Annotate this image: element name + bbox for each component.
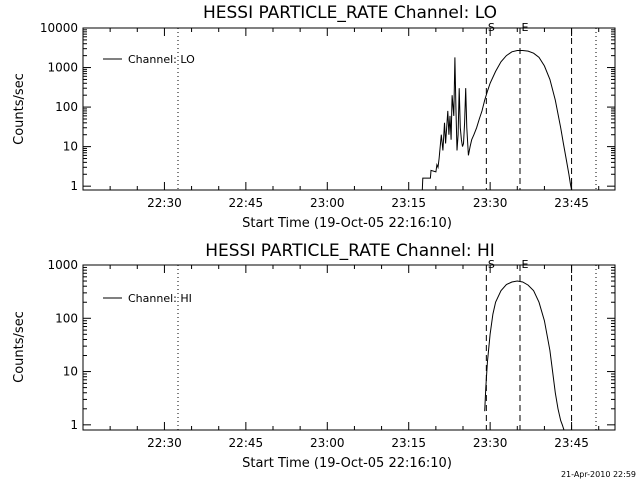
x-tick-label: 23:30 xyxy=(473,436,508,450)
y-tick-label: 1 xyxy=(70,418,78,432)
x-tick-label: 23:45 xyxy=(554,196,589,210)
x-tick-label: 23:15 xyxy=(391,436,426,450)
legend-label: Channel: LO xyxy=(128,53,195,66)
y-tick-label: 10 xyxy=(63,140,78,154)
generated-timestamp: 21-Apr-2010 22:59 xyxy=(561,470,636,479)
marker-label: E xyxy=(522,258,529,271)
x-tick-label: 23:45 xyxy=(554,436,589,450)
y-axis-label: Counts/sec xyxy=(12,73,27,145)
plot-frame xyxy=(82,264,616,431)
x-tick-label: 23:30 xyxy=(473,196,508,210)
series-line xyxy=(421,50,573,191)
y-tick-label: 10 xyxy=(63,365,78,379)
x-axis-label: Start Time (19-Oct-05 22:16:10) xyxy=(242,216,452,231)
y-axis: 1 10 100 1000 10000 xyxy=(40,21,615,193)
y-tick-label: 10000 xyxy=(40,21,78,35)
series-layer xyxy=(421,50,573,191)
marker-label: E xyxy=(522,21,529,34)
y-tick-label: 100 xyxy=(55,100,78,114)
y-axis-label: Counts/sec xyxy=(12,311,27,383)
x-tick-label: 22:30 xyxy=(147,196,182,210)
series-line xyxy=(484,280,565,431)
x-tick-label: 23:00 xyxy=(310,196,345,210)
x-tick-label: 23:00 xyxy=(310,436,345,450)
x-axis-label: Start Time (19-Oct-05 22:16:10) xyxy=(242,456,452,471)
y-axis: 1 10 100 1000 xyxy=(47,258,615,432)
x-axis: 22:30 22:45 23:00 23:15 23:30 23:45 xyxy=(109,28,600,210)
chart-title: HESSI PARTICLE_RATE Channel: HI xyxy=(205,241,495,261)
y-tick-label: 1000 xyxy=(47,258,78,272)
x-tick-label: 22:45 xyxy=(229,436,264,450)
marker-label: S xyxy=(488,258,495,271)
x-axis: 22:30 22:45 23:00 23:15 23:30 23:45 xyxy=(109,265,600,450)
x-tick-label: 22:30 xyxy=(147,436,182,450)
chart-title: HESSI PARTICLE_RATE Channel: LO xyxy=(203,3,497,23)
marker-label: S xyxy=(488,21,495,34)
series-layer xyxy=(484,280,565,431)
x-tick-label: 22:45 xyxy=(229,196,264,210)
legend-label: Channel: HI xyxy=(128,292,192,305)
y-tick-label: 1000 xyxy=(47,61,78,75)
y-tick-label: 1 xyxy=(70,179,78,193)
x-tick-label: 23:15 xyxy=(391,196,426,210)
y-tick-label: 100 xyxy=(55,311,78,325)
